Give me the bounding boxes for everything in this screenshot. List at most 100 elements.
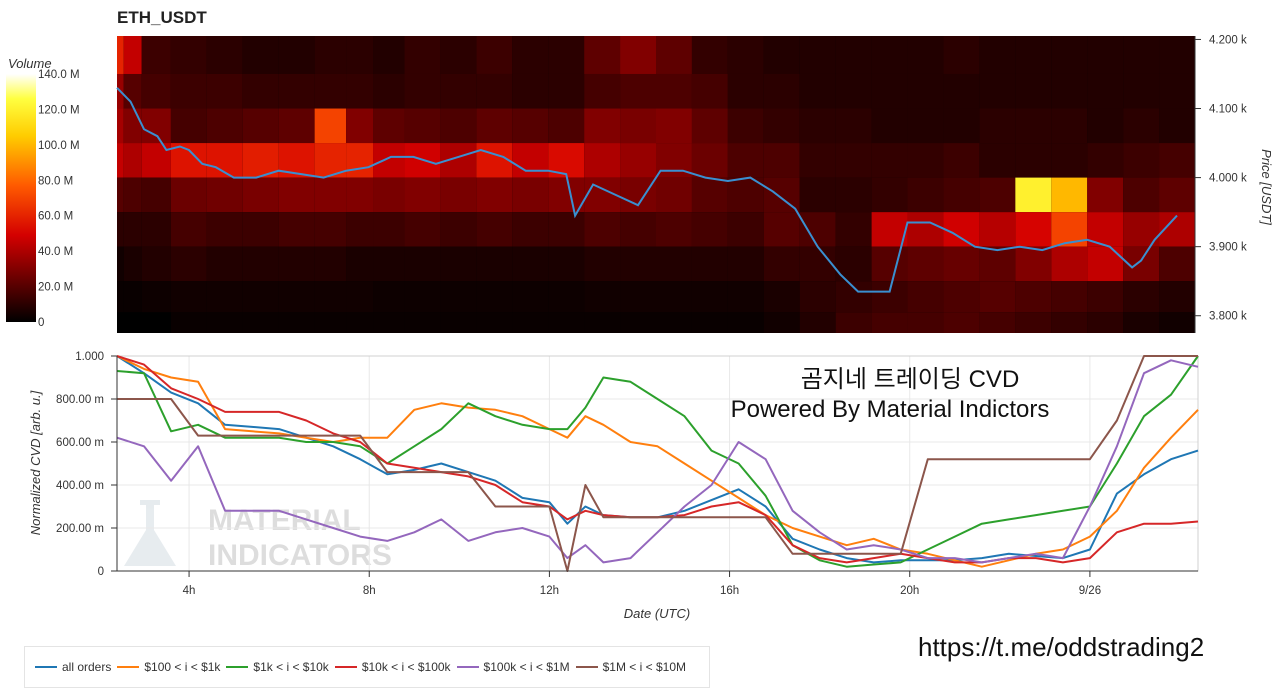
heatmap-cell <box>476 143 513 178</box>
heatmap-cell <box>123 36 142 74</box>
heatmap-cell <box>512 177 549 213</box>
heatmap-cell <box>476 108 513 144</box>
heatmap-cell <box>871 212 908 247</box>
heatmap-cell <box>1015 143 1052 178</box>
heatmap-cell <box>907 108 944 144</box>
heatmap-cell <box>584 143 621 178</box>
price-tick-label: 3.800 k <box>1209 311 1247 323</box>
heatmap-cell <box>117 312 124 333</box>
heatmap-cell <box>943 73 980 109</box>
heatmap-cell <box>584 246 621 282</box>
heatmap-cell <box>512 36 549 74</box>
overlay-subtitle: Powered By Material Indictors <box>730 396 1050 423</box>
heatmap-cell <box>242 312 279 333</box>
heatmap-cell <box>1087 312 1124 333</box>
heatmap-cell <box>141 312 171 333</box>
legend-item[interactable]: $1M < i < $10M <box>575 660 686 674</box>
heatmap-cell <box>620 212 656 247</box>
heatmap-cell <box>1015 177 1052 213</box>
heatmap-cell <box>117 143 124 178</box>
heatmap-cell <box>763 281 800 313</box>
legend-label: $10k < i < $100k <box>361 660 451 674</box>
heatmap-cell <box>1123 312 1160 333</box>
heatmap-cell <box>206 73 243 109</box>
heatmap-cell <box>141 73 171 109</box>
heatmap-cell <box>656 108 692 144</box>
heatmap-cell <box>170 281 207 313</box>
heatmap-cell <box>141 36 171 74</box>
heatmap-cell <box>242 36 279 74</box>
heatmap-cell <box>1159 108 1195 144</box>
heatmap-cell <box>440 246 477 282</box>
heatmap-cell <box>141 246 171 282</box>
cvd-y-ticks: 1.000 800.00 m 600.00 m 400.00 m 200.00 m 0 <box>56 351 117 578</box>
heatmap-cell <box>691 312 728 333</box>
footer-link[interactable]: https://t.me/oddstrading2 <box>918 632 1205 662</box>
heatmap-cell <box>346 312 374 333</box>
heatmap-cell <box>548 36 585 74</box>
legend-item[interactable]: $100k < i < $1M <box>456 660 570 674</box>
cvd-tick-label: 200.00 m <box>56 523 104 535</box>
heatmap-cell <box>123 177 142 213</box>
heatmap-cell <box>314 73 347 109</box>
legend-item[interactable]: $10k < i < $100k <box>334 660 451 674</box>
heatmap-cell <box>1159 36 1195 74</box>
heatmap-cell <box>1087 108 1124 144</box>
heatmap-cell <box>1051 73 1088 109</box>
heatmap-cell <box>584 36 621 74</box>
heatmap-cell <box>584 312 621 333</box>
heatmap-cell <box>907 312 944 333</box>
heatmap-cell <box>476 246 513 282</box>
colorbar-tick-label: 120.0 M <box>38 104 80 116</box>
price-tick-label: 4.000 k <box>1209 173 1247 185</box>
heatmap-cell <box>123 312 142 333</box>
price-tick-label: 3.900 k <box>1209 242 1247 254</box>
heatmap-cell <box>691 108 728 144</box>
heatmap-cell <box>117 108 124 144</box>
x-tick-label: 8h <box>363 585 376 597</box>
heatmap-cell <box>763 143 800 178</box>
heatmap-cell <box>512 73 549 109</box>
heatmap-cell <box>835 312 872 333</box>
heatmap-cell <box>373 246 405 282</box>
heatmap-cell <box>763 312 800 333</box>
heatmap-cell <box>242 108 279 144</box>
heatmap-cell <box>691 73 728 109</box>
legend-item[interactable]: all orders <box>35 660 111 674</box>
price-tick-label: 4.200 k <box>1209 34 1247 46</box>
x-tick-label: 9/26 <box>1079 585 1101 597</box>
heatmap-cell <box>373 108 405 144</box>
legend-item[interactable]: $1k < i < $10k <box>226 660 329 674</box>
heatmap-cell <box>763 246 800 282</box>
heatmap-cell <box>1123 143 1160 178</box>
heatmap-cell <box>620 36 656 74</box>
heatmap-cell <box>314 312 347 333</box>
heatmap-cell <box>314 281 347 313</box>
heatmap-chart: 4.200 k 4.100 k 4.000 k 3.900 k 3.800 k Pric… <box>6 34 1274 333</box>
heatmap-cell <box>206 246 243 282</box>
flask-icon <box>124 500 176 566</box>
heatmap-cell <box>278 246 315 282</box>
heatmap-cell <box>691 177 728 213</box>
heatmap-cell <box>979 36 1016 74</box>
heatmap-cell <box>206 312 243 333</box>
heatmap-cell <box>404 177 441 213</box>
heatmap-cell <box>346 108 374 144</box>
heatmap-cell <box>476 73 513 109</box>
heatmap-cell <box>907 281 944 313</box>
heatmap-cell <box>799 73 836 109</box>
heatmap-cell <box>440 177 477 213</box>
x-axis-ticks: 4h 8h 12h 16h 20h 9/26 <box>183 571 1101 597</box>
colorbar-title: Volume <box>8 56 52 71</box>
heatmap-cell <box>476 36 513 74</box>
heatmap-cell <box>548 73 585 109</box>
heatmap-cell <box>206 108 243 144</box>
heatmap-cell <box>278 281 315 313</box>
heatmap-cell <box>871 36 908 74</box>
legend-item[interactable]: $100 < i < $1k <box>117 660 220 674</box>
cvd-lines <box>116 355 1199 572</box>
heatmap-cell <box>404 281 441 313</box>
heatmap-cell <box>799 143 836 178</box>
heatmap-cell <box>656 246 692 282</box>
